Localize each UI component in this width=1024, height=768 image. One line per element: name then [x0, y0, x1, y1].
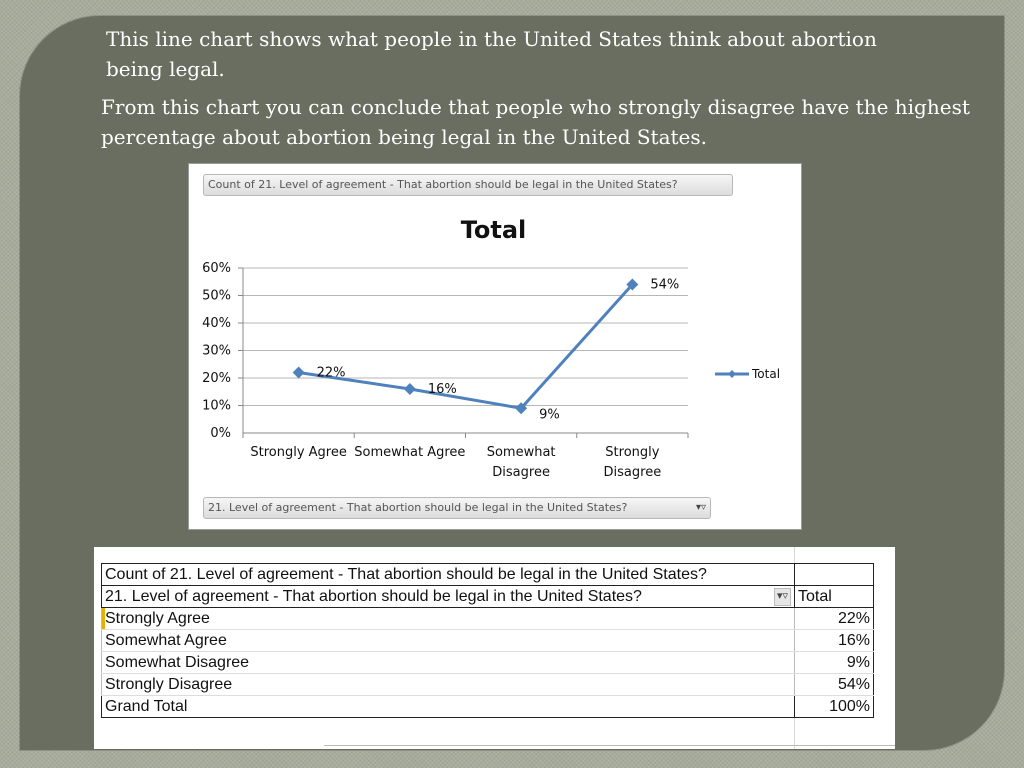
legend-entry-total: Total — [751, 367, 780, 381]
data-label: 22% — [317, 366, 346, 381]
chart-value-field-button[interactable]: Count of 21. Level of agreement - That a… — [203, 174, 733, 196]
table-row: Somewhat Agree 16% — [101, 629, 874, 652]
x-category-label: Somewhat Disagree — [487, 445, 556, 480]
data-point-marker — [515, 402, 528, 415]
filter-dropdown-icon[interactable]: ▾▿ — [695, 502, 706, 513]
table-row: Grand Total 100% — [101, 695, 874, 718]
y-tick-label: 0% — [210, 426, 231, 441]
line-chart-canvas: Total 0% 10% 20% 30% 40% 50% 60% Strongly Agree S… — [202, 216, 780, 480]
intro-text: This line chart shows what people in the… — [106, 27, 877, 81]
pivot-header-empty[interactable] — [794, 563, 874, 586]
y-tick-label: 40% — [202, 316, 231, 331]
pivot-header-count[interactable]: Count of 21. Level of agreement - That a… — [101, 563, 795, 586]
pivot-table-sheet: Count of 21. Level of agreement - That a… — [94, 547, 895, 749]
table-row: Strongly Agree 22% — [101, 607, 874, 630]
data-label: 16% — [428, 382, 457, 397]
pivot-chart[interactable]: Count of 21. Level of agreement - That a… — [188, 163, 802, 530]
table-row: Strongly Disagree 54% — [101, 673, 874, 696]
pivot-row-label[interactable]: Strongly Disagree — [101, 673, 795, 696]
series-line-total — [298, 283, 634, 410]
chart-title: Total — [461, 216, 527, 244]
data-label: 54% — [650, 278, 679, 293]
pivot-row-label[interactable]: Somewhat Agree — [101, 629, 795, 652]
legend-marker — [728, 370, 736, 378]
x-category-label: Somewhat Agree — [354, 445, 465, 460]
pivot-header-total[interactable]: Total — [794, 585, 874, 608]
y-tick-label: 30% — [202, 344, 231, 359]
table-row: Count of 21. Level of agreement - That a… — [101, 563, 874, 586]
pivot-row-value[interactable]: 54% — [794, 673, 874, 696]
chart-axis-field-button[interactable]: 21. Level of agreement - That abortion s… — [203, 497, 711, 519]
data-point-marker — [626, 278, 639, 291]
data-point-marker — [292, 366, 305, 379]
x-category-label: Strongly Disagree — [604, 445, 662, 480]
x-category-label: Strongly Agree — [250, 445, 347, 460]
pivot-grand-total-label[interactable]: Grand Total — [101, 695, 795, 718]
y-tick-label: 60% — [202, 261, 231, 276]
data-label: 9% — [539, 407, 560, 422]
pivot-header-field-label: 21. Level of agreement - That abortion s… — [105, 588, 642, 605]
table-row: 21. Level of agreement - That abortion s… — [101, 585, 874, 608]
pivot-row-label[interactable]: Strongly Agree — [101, 607, 795, 630]
data-point-marker — [403, 383, 416, 395]
y-tick-label: 10% — [202, 399, 231, 414]
chart-axis-field-label: 21. Level of agreement - That abortion s… — [208, 501, 628, 514]
conclusion-text: From this chart you can conclude that pe… — [101, 95, 970, 149]
table-row: Somewhat Disagree 9% — [101, 651, 874, 674]
sheet-scrollbar-edge — [324, 745, 895, 746]
pivot-row-value[interactable]: 16% — [794, 629, 874, 652]
pivot-grand-total-value[interactable]: 100% — [794, 695, 874, 718]
pivot-row-value[interactable]: 9% — [794, 651, 874, 674]
filter-dropdown-icon[interactable]: ▾▿ — [773, 588, 791, 606]
y-tick-label: 20% — [202, 371, 231, 386]
pivot-row-label[interactable]: Somewhat Disagree — [101, 651, 795, 674]
pivot-table: Count of 21. Level of agreement - That a… — [101, 563, 874, 718]
pivot-row-value[interactable]: 22% — [794, 607, 874, 630]
pivot-header-field[interactable]: 21. Level of agreement - That abortion s… — [101, 585, 795, 608]
y-tick-label: 50% — [202, 289, 231, 304]
